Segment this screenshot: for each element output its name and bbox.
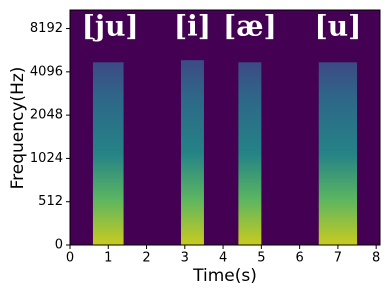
x-tick-label: 7: [334, 251, 342, 266]
x-tick-label: 0: [66, 251, 74, 266]
plot-frame: [69, 9, 381, 246]
annotation: [ju]: [82, 10, 139, 43]
y-tick-label: 8192: [30, 21, 63, 36]
y-tick-label: 1024: [30, 151, 63, 166]
annotation: [æ]: [223, 10, 277, 43]
x-tick-label: 3: [181, 251, 189, 266]
spectrogram-segment: [180, 60, 204, 245]
annotation: [i]: [174, 10, 211, 43]
y-axis-title: Frequency(Hz): [8, 67, 28, 190]
y-tick-label: 0: [55, 238, 63, 253]
spectrogram-segment: [238, 62, 262, 245]
y-tick-label: 2048: [30, 108, 63, 123]
y-tick-label: 4096: [30, 64, 63, 79]
spectrogram-segment: [92, 62, 124, 245]
y-tick-label: 512: [38, 194, 63, 209]
annotation: [u]: [314, 10, 361, 43]
x-axis-title: Time(s): [192, 266, 257, 286]
x-tick-label: 6: [295, 251, 303, 266]
x-tick-label: 5: [257, 251, 265, 266]
spectrogram-segment: [318, 62, 358, 245]
x-tick-label: 1: [104, 251, 112, 266]
x-tick-label: 2: [142, 251, 150, 266]
x-tick-label: 4: [219, 251, 227, 266]
x-tick-label: 8: [372, 251, 380, 266]
